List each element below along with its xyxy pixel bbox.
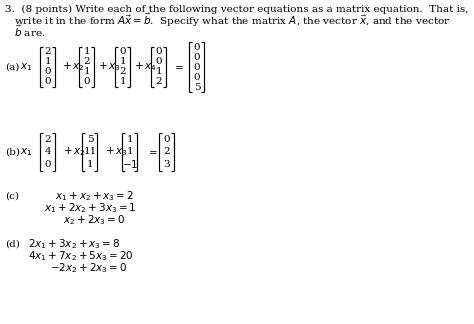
- Text: $4x_1 + 7x_2 + 5x_3 = 20$: $4x_1 + 7x_2 + 5x_3 = 20$: [28, 249, 134, 263]
- Text: 2: 2: [45, 48, 51, 56]
- Text: 3.  (8 points) Write each of the following vector equations as a matrix equation: 3. (8 points) Write each of the followin…: [5, 5, 468, 14]
- Text: 1: 1: [127, 147, 133, 156]
- Text: $=$: $=$: [146, 147, 158, 156]
- Text: $x_1+x_2 + x_3 = 2$: $x_1+x_2 + x_3 = 2$: [55, 189, 134, 203]
- Text: (c): (c): [5, 191, 19, 201]
- Text: 0: 0: [45, 160, 51, 169]
- Text: $+\,x_3$: $+\,x_3$: [98, 61, 120, 74]
- Text: 0: 0: [84, 77, 91, 87]
- Text: $x_1$: $x_1$: [20, 61, 32, 73]
- Text: 1: 1: [87, 160, 93, 169]
- Text: $+\,x_3$: $+\,x_3$: [105, 145, 128, 158]
- Text: $+\,x_2$: $+\,x_2$: [63, 145, 85, 158]
- Text: 0: 0: [194, 42, 201, 52]
- Text: 1: 1: [45, 57, 51, 66]
- Text: $-1$: $-1$: [122, 158, 138, 170]
- Text: $2x_1 + 3x_2 + x_3 = 8$: $2x_1 + 3x_2 + x_3 = 8$: [28, 237, 120, 251]
- Text: 1: 1: [120, 77, 126, 87]
- Text: 1: 1: [120, 57, 126, 66]
- Text: 0: 0: [164, 135, 170, 144]
- Text: $+\,x_4$: $+\,x_4$: [134, 61, 157, 74]
- Text: $x_1$: $x_1$: [20, 146, 32, 158]
- Text: write it in the form $A\vec{x} = \vec{b}$.  Specify what the matrix $A$, the vec: write it in the form $A\vec{x} = \vec{b}…: [14, 11, 450, 29]
- Text: 4: 4: [45, 147, 51, 156]
- Text: (a): (a): [5, 63, 19, 72]
- Text: $x_1 + 2x_2 + 3x_3 = 1$: $x_1 + 2x_2 + 3x_3 = 1$: [44, 201, 137, 215]
- Text: 1: 1: [155, 67, 162, 76]
- Text: $+\,x_2$: $+\,x_2$: [62, 61, 84, 74]
- Text: 0: 0: [45, 77, 51, 87]
- Text: 1: 1: [84, 67, 91, 76]
- Text: 1: 1: [127, 135, 133, 144]
- Text: 5: 5: [87, 135, 93, 144]
- Text: 0: 0: [155, 48, 162, 56]
- Text: $-2x_2 + 2x_3 = 0$: $-2x_2 + 2x_3 = 0$: [50, 261, 128, 275]
- Text: 0: 0: [194, 73, 201, 82]
- Text: 0: 0: [194, 63, 201, 72]
- Text: $x_2 + 2x_3 = 0$: $x_2 + 2x_3 = 0$: [63, 213, 125, 227]
- Text: 11: 11: [83, 147, 97, 156]
- Text: 0: 0: [155, 57, 162, 66]
- Text: 2: 2: [45, 135, 51, 144]
- Text: 2: 2: [120, 67, 126, 76]
- Text: 3: 3: [164, 160, 170, 169]
- Text: (d): (d): [5, 239, 20, 249]
- Text: 0: 0: [120, 48, 126, 56]
- Text: 0: 0: [45, 67, 51, 76]
- Text: $\vec{b}$ are.: $\vec{b}$ are.: [14, 23, 46, 39]
- Text: 2: 2: [155, 77, 162, 87]
- Text: 5: 5: [194, 83, 201, 91]
- Text: 2: 2: [164, 147, 170, 156]
- Text: 2: 2: [84, 57, 91, 66]
- Text: (b): (b): [5, 147, 20, 156]
- Text: 0: 0: [194, 52, 201, 62]
- Text: 1: 1: [84, 48, 91, 56]
- Text: $=$: $=$: [172, 63, 183, 72]
